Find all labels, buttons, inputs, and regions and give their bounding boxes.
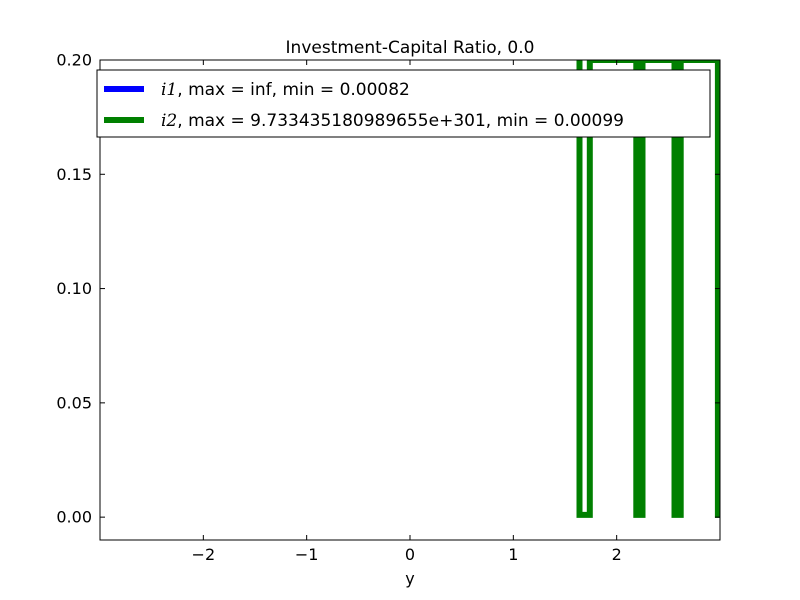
legend-entry-i1: i1, max = inf, min = 0.00082: [161, 80, 410, 100]
legend-entry-i2: i2, max = 9.733435180989655e+301, min = …: [161, 111, 624, 131]
legend: i1, max = inf, min = 0.00082 i2, max = 9.…: [96, 69, 711, 138]
series-layer: [576, 60, 720, 518]
y-axis: 0.00 0.05 0.10 0.15 0.20: [56, 51, 720, 527]
x-tick-label: 2: [612, 545, 622, 564]
x-axis-label: y: [405, 569, 414, 588]
x-axis: −2 −1 0 1 2: [192, 60, 622, 564]
legend-box: [96, 69, 711, 138]
x-tick-label: 0: [405, 545, 415, 564]
x-tick-label: 1: [508, 545, 518, 564]
x-tick-label: −2: [192, 545, 216, 564]
series-line-i2: [576, 60, 720, 518]
y-tick-label: 0.10: [56, 279, 92, 298]
chart-title: Investment-Capital Ratio, 0.0: [286, 38, 535, 58]
y-tick-label: 0.00: [56, 508, 92, 527]
y-tick-label: 0.20: [56, 51, 92, 70]
x-tick-label: −1: [295, 545, 319, 564]
y-tick-label: 0.15: [56, 165, 92, 184]
y-tick-label: 0.05: [56, 393, 92, 412]
